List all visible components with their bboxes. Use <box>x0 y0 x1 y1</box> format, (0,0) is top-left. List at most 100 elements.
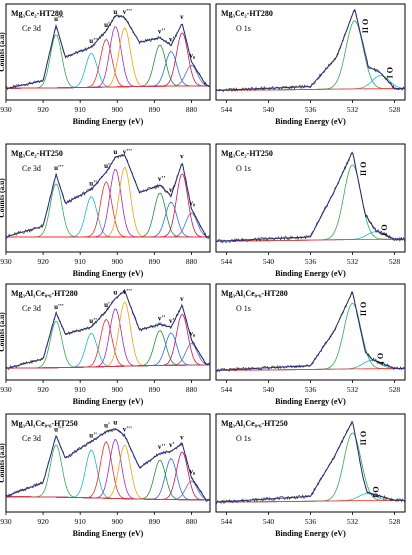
x-axis-label: Binding Energy (eV) <box>73 269 144 278</box>
peak-label-9: v₀ <box>189 468 195 476</box>
panel-2: Mg₃Ce₂-HT280 O 1s O II O I 544 540 536 532 528 Bi… <box>215 3 406 126</box>
raw-data-line <box>5 14 211 91</box>
x-tick-label: 528 <box>389 257 401 266</box>
x-tick-label: 900 <box>112 385 124 394</box>
region-label: O 1s <box>236 164 251 173</box>
panel-6: Mg₃Al₁Ce₀.₆-HT280 O 1s O II O I 544 540 536 532… <box>215 283 406 406</box>
peak-label-1: O II <box>361 19 370 33</box>
x-tick-label: 910 <box>75 517 87 526</box>
region-label: Ce 3d <box>22 304 41 313</box>
peak-label-6: v'' <box>158 314 165 322</box>
x-tick-label: 910 <box>75 257 87 266</box>
region-label: O 1s <box>236 434 251 443</box>
x-tick-label: 910 <box>75 105 87 114</box>
peak-label-7: v' <box>169 35 175 43</box>
peak-label-7: v' <box>169 186 175 194</box>
plot-frame <box>215 3 406 101</box>
peak-label-3: u' <box>104 21 110 29</box>
raw-data-line <box>216 420 406 505</box>
x-tick-label: 540 <box>263 517 275 526</box>
x-tick-label: 536 <box>305 257 317 266</box>
x-tick-label: 930 <box>0 257 12 266</box>
x-tick-label: 536 <box>305 385 317 394</box>
x-tick-label: 540 <box>263 105 275 114</box>
x-tick-label: 532 <box>347 105 359 114</box>
x-tick-label: 536 <box>305 105 317 114</box>
x-tick-label: 920 <box>37 105 49 114</box>
x-tick-label: 920 <box>37 385 49 394</box>
peak-label-1: u''' <box>54 303 64 311</box>
region-label: Ce 3d <box>22 24 41 33</box>
peak-label-9: v₀ <box>189 330 195 338</box>
x-tick-label: 528 <box>389 105 401 114</box>
peak-label-9: v₀ <box>189 199 195 207</box>
peak-label-9: v₀ <box>189 52 195 60</box>
plot-frame <box>5 143 211 253</box>
peak-label-8: v <box>180 433 184 441</box>
peak-label-2: O I <box>375 353 384 364</box>
x-tick-label: 544 <box>221 105 233 114</box>
x-axis-label: Binding Energy (eV) <box>73 117 144 126</box>
x-axis-label: Binding Energy (eV) <box>73 397 144 406</box>
x-tick-label: 930 <box>0 105 12 114</box>
raw-data-line <box>5 427 211 502</box>
y-axis-label: Counts (a.u) <box>0 312 6 352</box>
x-tick-label: 540 <box>263 257 275 266</box>
y-axis-label: Counts (a.u) <box>0 32 6 72</box>
plot-frame <box>5 283 211 381</box>
x-tick-label: 890 <box>149 517 161 526</box>
x-tick-label: 536 <box>305 517 317 526</box>
region-label: Ce 3d <box>22 164 41 173</box>
peak-label-4: u <box>113 148 117 156</box>
peak-label-1: u''' <box>54 426 64 434</box>
sample-label: Mg₃Ce₂-HT250 <box>221 149 273 158</box>
x-axis-label: Binding Energy (eV) <box>275 529 346 538</box>
raw-data-line <box>5 288 211 370</box>
x-tick-label: 920 <box>37 257 49 266</box>
sample-label: Mg₃Al₁Ce₀.₆-HT250 <box>221 419 288 428</box>
x-tick-label: 900 <box>112 105 124 114</box>
peak-label-2: u'' <box>89 37 97 45</box>
peak-label-2: O I <box>371 486 380 497</box>
peak-label-1: u''' <box>54 164 64 172</box>
x-tick-label: 910 <box>75 385 87 394</box>
peak-label-4: u <box>113 419 117 427</box>
x-tick-label: 880 <box>186 385 198 394</box>
x-axis-label: Binding Energy (eV) <box>73 529 144 538</box>
sample-label: Mg₃Ce₂-HT280 <box>11 9 63 18</box>
sample-label: Mg₃Ce₂-HT280 <box>221 9 273 18</box>
peak-label-8: v <box>180 295 184 303</box>
plot-frame <box>215 283 406 381</box>
peak-label-3: u' <box>104 422 110 430</box>
plot-frame <box>215 143 406 253</box>
panel-8: Mg₃Al₁Ce₀.₆-HT250 O 1s O II O I 544 540 536 532… <box>215 413 406 538</box>
peak-label-1: u''' <box>54 15 64 23</box>
x-tick-label: 880 <box>186 105 198 114</box>
sample-label: Mg₃Al₁Ce₀.₆-HT250 <box>11 419 78 428</box>
x-tick-label: 890 <box>149 257 161 266</box>
peak-label-2: u'' <box>89 431 97 439</box>
y-axis-label: Counts (a.u) <box>0 178 6 218</box>
peak-label-8: v <box>180 13 184 21</box>
peak-label-6: v'' <box>158 443 165 451</box>
x-tick-label: 880 <box>186 517 198 526</box>
region-label: O 1s <box>236 24 251 33</box>
x-tick-label: 544 <box>221 257 233 266</box>
x-tick-label: 930 <box>0 385 12 394</box>
panel-7: Mg₃Al₁Ce₀.₆-HT250 Ce 3d u''' u'' u' u v''' v'' v… <box>0 413 211 538</box>
peak-label-8: v <box>180 152 184 160</box>
x-axis-label: Binding Energy (eV) <box>275 269 346 278</box>
y-axis-label: Counts (a.u) <box>0 443 6 483</box>
peak-label-5: v''' <box>123 8 132 16</box>
x-tick-label: 880 <box>186 257 198 266</box>
background-line <box>6 364 210 369</box>
raw-data-line <box>215 8 406 93</box>
x-tick-label: 544 <box>221 517 233 526</box>
background-line <box>216 500 405 503</box>
peak-label-2: u'' <box>89 317 97 325</box>
peak-label-6: v'' <box>158 175 165 183</box>
peak-label-3: u' <box>104 301 110 309</box>
peak-label-4: u <box>113 8 117 16</box>
peak-label-2: u'' <box>89 179 97 187</box>
